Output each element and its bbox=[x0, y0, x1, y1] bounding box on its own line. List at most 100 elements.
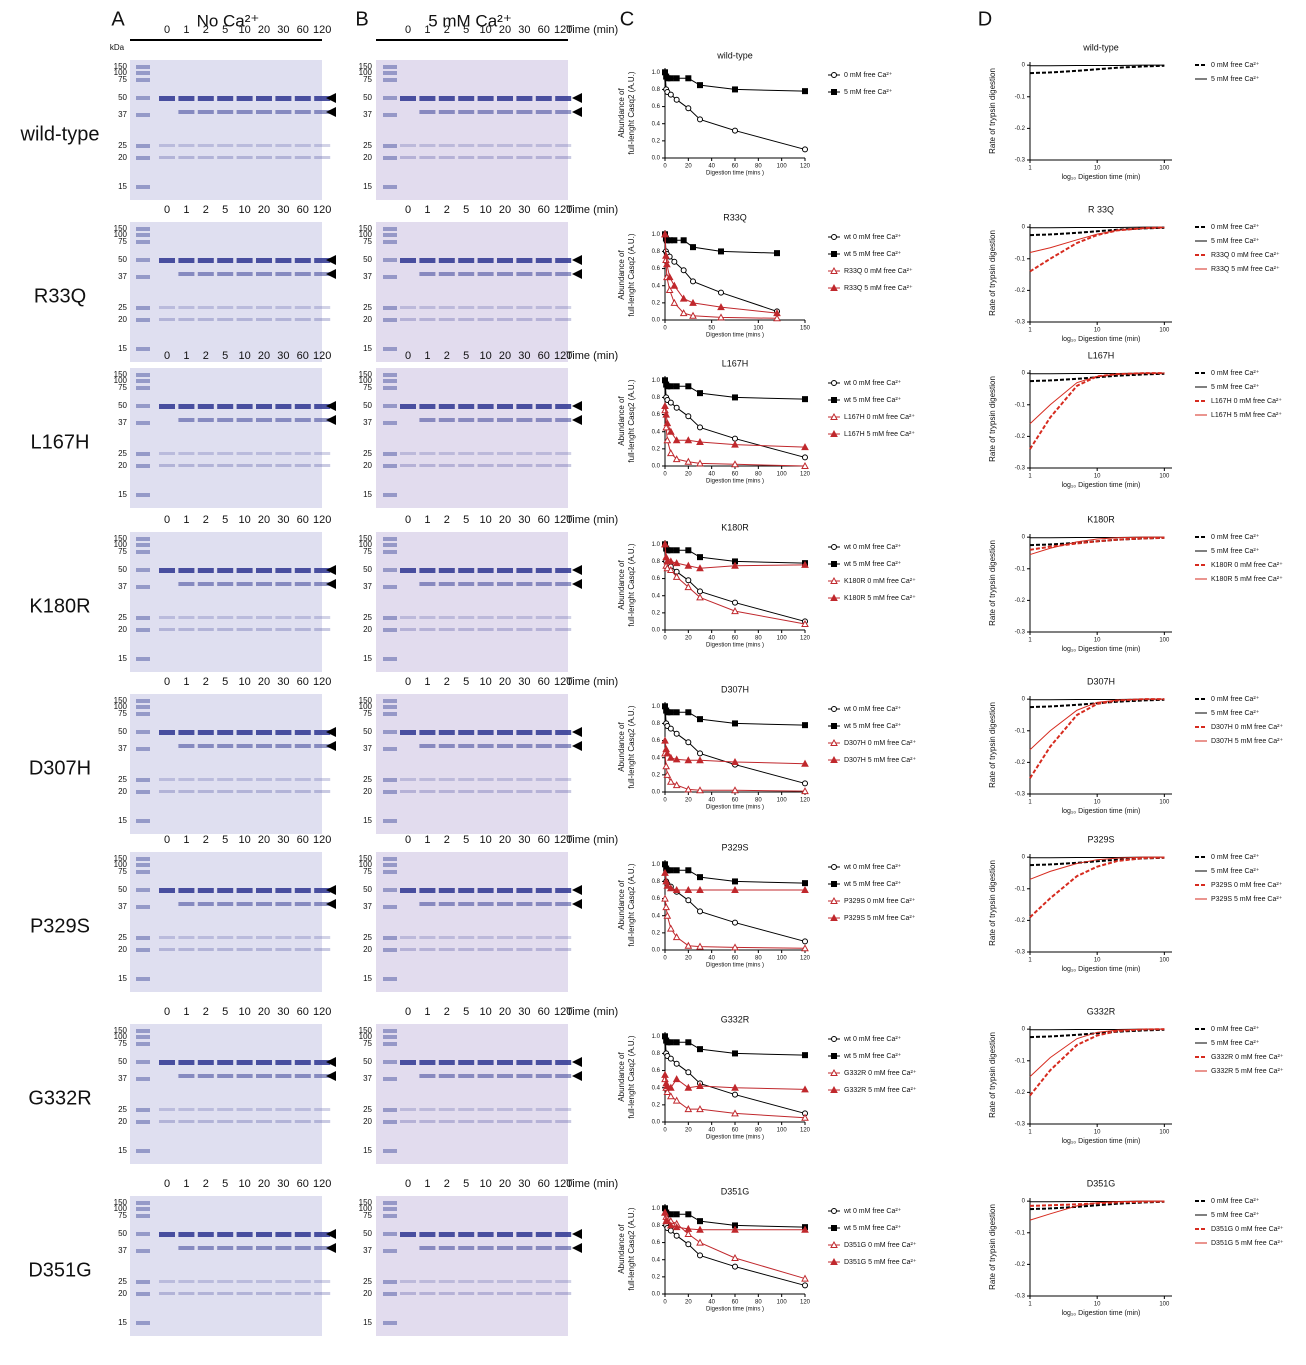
band bbox=[217, 1292, 233, 1295]
marker bbox=[668, 92, 673, 97]
legend-label: 0 mM free Ca²⁺ bbox=[1211, 696, 1260, 703]
legend-marker bbox=[832, 398, 837, 403]
marker-band bbox=[383, 1214, 397, 1218]
band bbox=[497, 258, 513, 263]
marker-band bbox=[383, 790, 397, 794]
legend-label: 0 mM free Ca²⁺ bbox=[1211, 62, 1260, 69]
panel-label: C bbox=[620, 8, 634, 30]
marker bbox=[662, 403, 668, 409]
lane-label: 10 bbox=[479, 834, 491, 846]
mw-label: 25 bbox=[363, 613, 372, 622]
band bbox=[295, 628, 311, 631]
mw-label: 37 bbox=[118, 582, 127, 591]
marker-band bbox=[136, 1207, 150, 1211]
marker-band bbox=[136, 628, 150, 632]
x-tick-label: 100 bbox=[1159, 958, 1170, 964]
mw-label: 15 bbox=[118, 182, 127, 191]
x-label: log₁₀ Digestion time (min) bbox=[1062, 1138, 1141, 1145]
mw-label: 20 bbox=[118, 945, 127, 954]
mw-label: 50 bbox=[363, 401, 372, 410]
y-tick-label: -0.3 bbox=[1015, 320, 1026, 326]
x-tick-label: 40 bbox=[708, 164, 715, 170]
x-tick-label: 100 bbox=[1159, 638, 1170, 644]
band bbox=[536, 464, 552, 467]
marker-band bbox=[383, 65, 397, 69]
band bbox=[555, 306, 571, 309]
band bbox=[159, 568, 175, 573]
marker-band bbox=[383, 233, 397, 237]
x-tick-label: 60 bbox=[732, 1128, 739, 1134]
y-tick-label: 0.4 bbox=[652, 121, 661, 127]
legend-label: D351G 0 mM free Ca²⁺ bbox=[1211, 1226, 1284, 1233]
y-tick-label: -0.2 bbox=[1015, 1090, 1026, 1096]
lane-label: 0 bbox=[405, 1006, 411, 1018]
band bbox=[159, 1232, 175, 1237]
mw-label: 25 bbox=[363, 449, 372, 458]
band bbox=[439, 1074, 455, 1078]
band bbox=[237, 1074, 253, 1078]
band bbox=[555, 936, 571, 939]
band bbox=[439, 144, 455, 147]
lane-label: 1 bbox=[424, 514, 430, 526]
legend-label: L167H 0 mM free Ca²⁺ bbox=[1211, 398, 1282, 405]
marker bbox=[698, 1219, 703, 1224]
lane-label: 5 bbox=[463, 204, 469, 216]
lane-label: 20 bbox=[258, 204, 270, 216]
mw-label: 15 bbox=[118, 654, 127, 663]
legend-label: R33Q 5 mM free Ca²⁺ bbox=[1211, 266, 1280, 273]
legend-label: wt 0 mM free Ca²⁺ bbox=[843, 234, 902, 241]
legend-marker bbox=[832, 882, 837, 887]
y-tick-label: 0.8 bbox=[652, 1223, 661, 1229]
y-label: Rate of trypsin digestion bbox=[988, 702, 997, 788]
band bbox=[159, 156, 175, 159]
band bbox=[419, 1120, 435, 1123]
marker-band bbox=[383, 936, 397, 940]
y-label: full-lenght Casq2 (A.U.) bbox=[627, 71, 636, 154]
band bbox=[497, 404, 513, 409]
band bbox=[217, 1246, 233, 1250]
y-tick-label: 0.4 bbox=[652, 1085, 661, 1091]
marker bbox=[691, 245, 696, 250]
band bbox=[439, 628, 455, 631]
marker-band bbox=[383, 705, 397, 709]
band bbox=[237, 948, 253, 951]
arrowhead bbox=[572, 579, 582, 589]
x-tick-label: 10 bbox=[1094, 1302, 1101, 1308]
band bbox=[516, 318, 532, 321]
marker-band bbox=[383, 144, 397, 148]
mw-label: 25 bbox=[363, 933, 372, 942]
lane-label: 60 bbox=[297, 514, 309, 526]
band bbox=[400, 1120, 416, 1123]
legend-label: R33Q 5 mM free Ca²⁺ bbox=[844, 285, 913, 292]
mw-label: 15 bbox=[363, 1318, 372, 1327]
band bbox=[536, 582, 552, 586]
legend-marker bbox=[832, 381, 837, 386]
chart-title: R 33Q bbox=[1088, 204, 1114, 214]
mw-label: 25 bbox=[118, 933, 127, 942]
band bbox=[400, 452, 416, 455]
marker-band bbox=[136, 306, 150, 310]
band bbox=[516, 616, 532, 619]
lane-label: 60 bbox=[297, 676, 309, 688]
band bbox=[497, 96, 513, 101]
band bbox=[497, 628, 513, 631]
mw-label: 50 bbox=[118, 727, 127, 736]
band bbox=[217, 318, 233, 321]
mw-label: 50 bbox=[363, 565, 372, 574]
legend-label: G332R 0 mM free Ca²⁺ bbox=[844, 1070, 917, 1077]
y-label: full-lenght Casq2 (A.U.) bbox=[627, 543, 636, 626]
x-tick-label: 100 bbox=[1159, 1130, 1170, 1136]
mw-label: 37 bbox=[363, 272, 372, 281]
marker bbox=[681, 268, 686, 273]
band bbox=[536, 730, 552, 735]
band bbox=[237, 1246, 253, 1250]
legend-label: 0 mM free Ca²⁺ bbox=[1211, 854, 1260, 861]
lane-label: 10 bbox=[238, 350, 250, 362]
mw-label: 37 bbox=[363, 1074, 372, 1083]
band bbox=[275, 110, 291, 114]
lane-label: 2 bbox=[444, 514, 450, 526]
lane-label: 1 bbox=[424, 1178, 430, 1190]
band bbox=[256, 730, 272, 735]
band bbox=[439, 1280, 455, 1283]
band bbox=[497, 790, 513, 793]
